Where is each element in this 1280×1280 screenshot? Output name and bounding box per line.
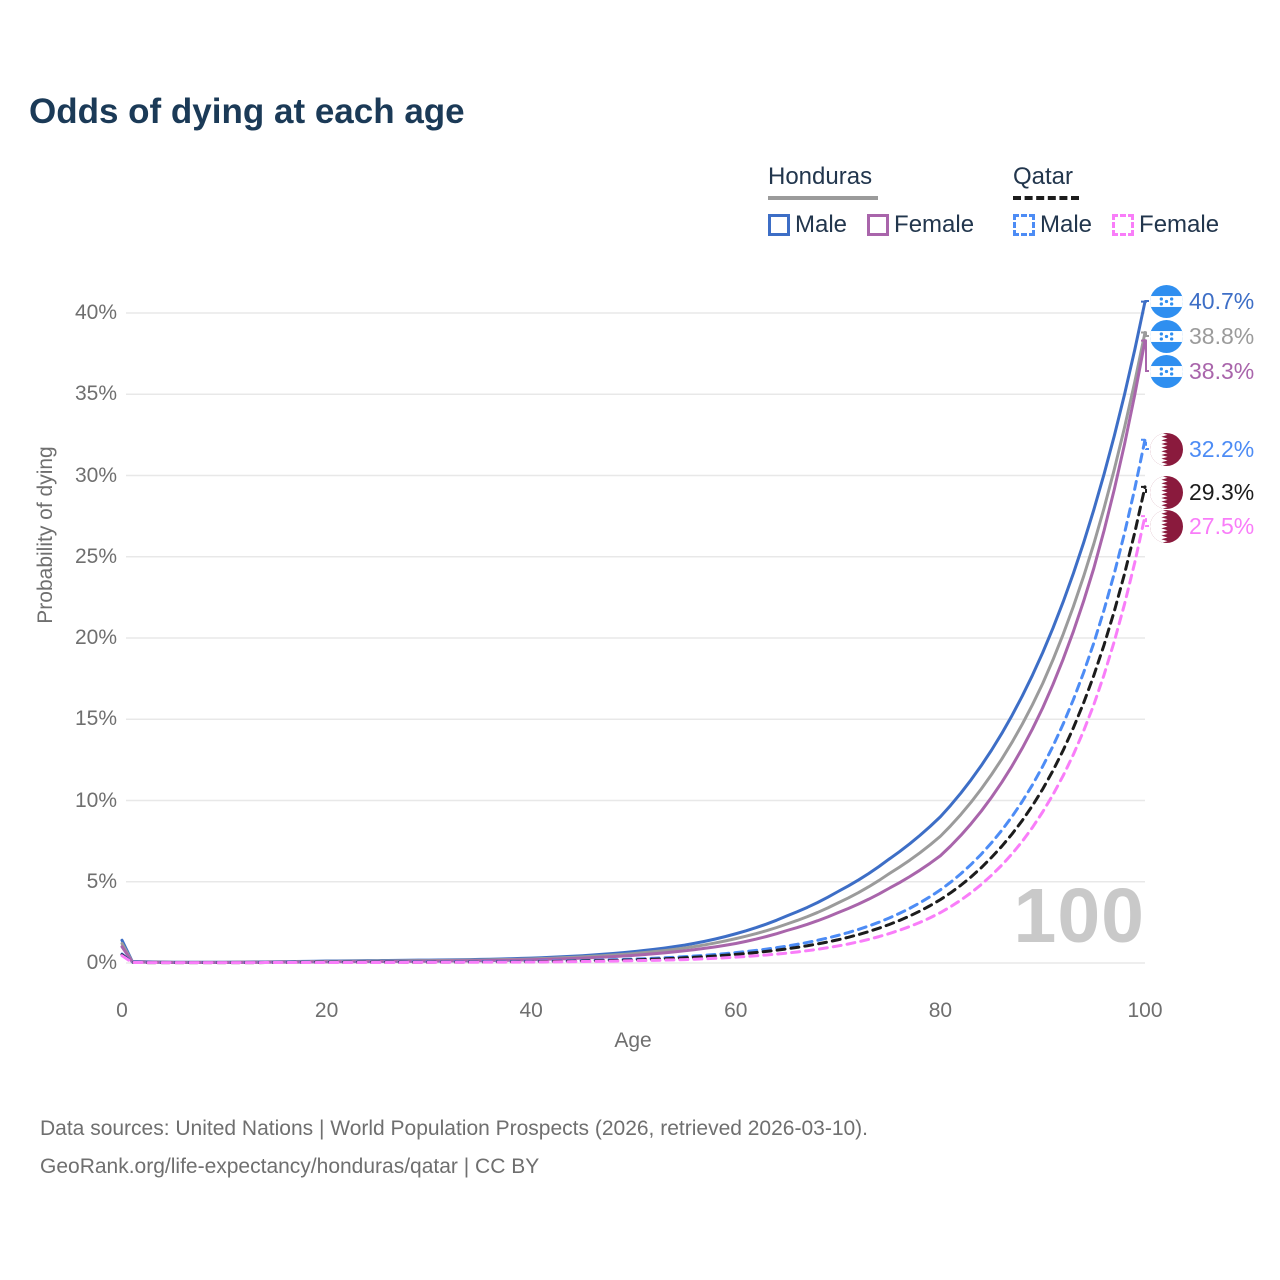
end-value-qatar-male: 32.2% [1189,435,1255,462]
x-tick-label: 100 [1127,999,1163,1022]
legend-label-honduras-female: Female [894,211,975,238]
y-tick-label: 5% [86,869,117,893]
label-connector [1141,331,1149,337]
x-tick-label: 60 [724,999,748,1022]
label-connector [1141,485,1149,493]
series-line-honduras-male [120,300,1147,964]
legend-country-qatar[interactable]: Qatar [1013,163,1080,200]
series-line-honduras-female [120,339,1147,965]
x-tick-label: 20 [314,999,339,1022]
y-tick-label: 10% [74,788,117,812]
series-line-qatar-both-sexes [120,485,1147,965]
legend-item-honduras-male[interactable]: Male [768,211,847,239]
legend-swatch-honduras-female [867,214,890,236]
end-label-honduras-both: 38.8% [1150,319,1254,353]
age-watermark: 100 [1013,873,1145,959]
x-tick-label: 80 [928,999,953,1022]
x-tick-label: 40 [519,999,543,1022]
end-label-qatar-female: 27.5% [1150,509,1254,543]
legend-label-qatar-male: Male [1040,211,1093,238]
x-tick-label: 0 [116,999,128,1022]
legend-item-honduras-female[interactable]: Female [867,211,974,239]
series-line-qatar-female [120,514,1147,965]
qatar-flag-icon [1150,432,1183,466]
label-connector [1141,515,1149,527]
legend-swatch-honduras-male [768,214,790,236]
end-label-honduras-male: 40.7% [1150,284,1254,318]
y-tick-label: 20% [74,626,117,649]
y-tick-label: 15% [74,707,117,731]
end-label-qatar-male: 32.2% [1150,432,1254,466]
honduras-flag-icon [1150,284,1183,318]
y-tick-label: 35% [74,382,117,406]
legend-item-qatar-female[interactable]: Female [1112,211,1219,239]
qatar-flag-icon [1150,475,1183,509]
legend-group-qatar: Qatar Male Female [1013,163,1219,239]
attribution-line: GeoRank.org/life-expectancy/honduras/qat… [40,1155,540,1178]
label-connector [1141,438,1149,450]
legend-label-qatar-female: Female [1139,211,1220,238]
x-axis-title: Age [614,1029,652,1052]
y-tick-label: 40% [74,301,117,324]
legend-country-honduras[interactable]: Honduras [768,163,879,200]
legend-swatch-qatar-male [1013,214,1035,236]
end-value-qatar-female: 27.5% [1189,512,1255,539]
legend-item-qatar-male[interactable]: Male [1013,211,1092,239]
end-label-honduras-female: 38.3% [1150,354,1254,388]
legend-group-honduras: Honduras Male Female [768,163,974,239]
y-axis-title: Probability of dying [34,446,57,624]
y-tick-label: 0% [86,951,117,974]
legend-swatch-qatar-female [1112,214,1135,236]
label-connector [1141,339,1149,372]
y-tick-label: 30% [74,463,117,487]
qatar-flag-icon [1150,509,1183,543]
chart-title: Odds of dying at each age [29,92,465,131]
legend-label-honduras-male: Male [795,211,848,238]
end-label-qatar-both: 29.3% [1150,475,1254,509]
series-line-qatar-male [120,438,1147,965]
end-value-qatar-both: 29.3% [1189,478,1255,505]
honduras-flag-icon [1150,354,1183,388]
end-value-honduras-both: 38.8% [1189,322,1255,349]
end-value-honduras-female: 38.3% [1189,357,1255,384]
label-connector [1141,300,1149,303]
footer: Data sources: United Nations | World Pop… [40,1110,868,1186]
data-sources-line: Data sources: United Nations | World Pop… [40,1117,869,1140]
y-tick-label: 25% [74,544,117,568]
honduras-flag-icon [1150,319,1183,353]
series-line-honduras-both-sexes [120,331,1147,964]
end-value-honduras-male: 40.7% [1189,287,1255,314]
